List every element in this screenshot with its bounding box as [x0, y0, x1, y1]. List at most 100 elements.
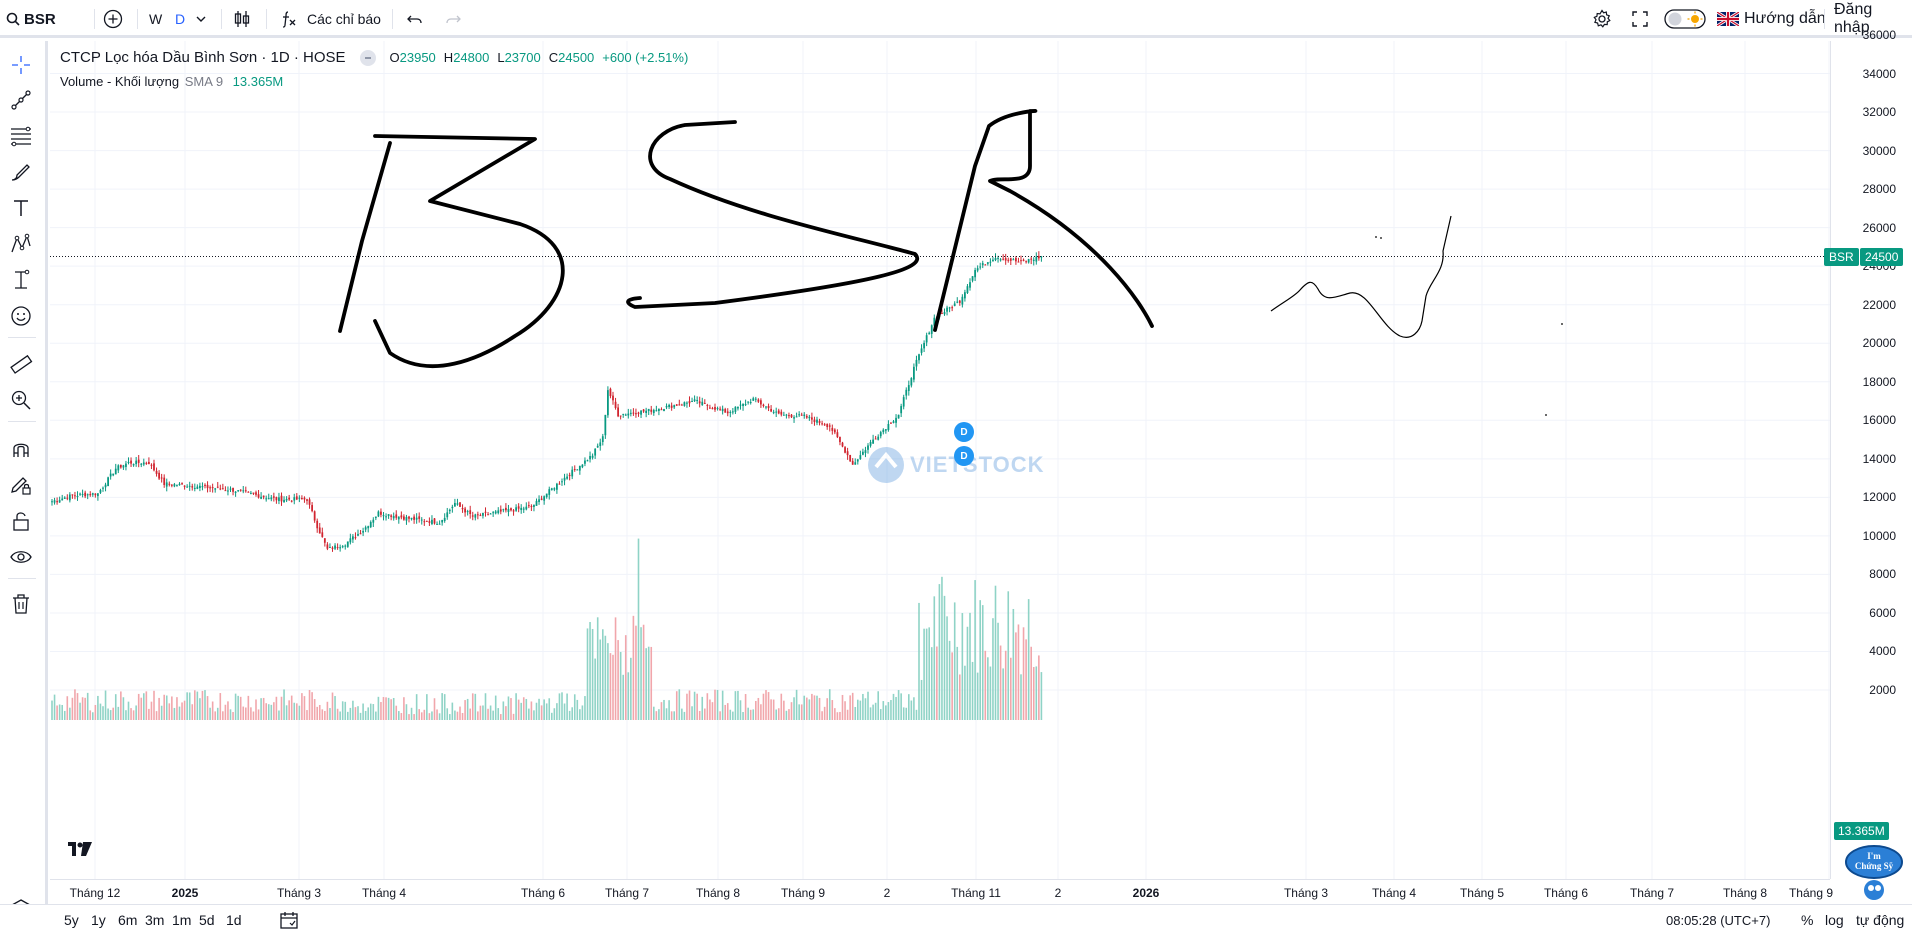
guide-button[interactable]: Hướng dẫn	[1717, 0, 1826, 38]
ruler-tool[interactable]	[8, 351, 34, 377]
remove-drawings-tool[interactable]	[8, 591, 34, 617]
candle-body	[831, 427, 834, 431]
x-tick-label: Tháng 3	[276, 886, 322, 900]
left-drawing-toolbar	[0, 41, 48, 934]
volume-bar	[99, 703, 102, 720]
volume-bar	[155, 711, 158, 720]
volume-bar	[528, 708, 530, 720]
interval-weekly[interactable]: W	[149, 11, 163, 27]
candle-body	[719, 408, 721, 410]
volume-bar	[415, 694, 418, 720]
candle-body	[828, 425, 831, 427]
log-toggle[interactable]: log	[1825, 912, 1844, 928]
legend-collapse-icon[interactable]	[359, 49, 376, 66]
candle-body	[51, 501, 53, 503]
volume-bar	[655, 711, 658, 720]
dividend-badge[interactable]: D	[954, 422, 974, 442]
candle-body	[670, 405, 673, 408]
fib-tool[interactable]	[8, 123, 34, 149]
range-1y[interactable]: 1y	[91, 912, 106, 928]
candle-body	[726, 411, 729, 414]
candle-body	[757, 399, 760, 402]
volume-bar	[446, 708, 449, 720]
time-axis[interactable]: Tháng 12 2025 Tháng 3 Tháng 4 Tháng 6 Tháng 7…	[50, 879, 1833, 903]
candle-body	[489, 513, 492, 515]
measure-tool[interactable]	[8, 267, 34, 293]
date-range-button[interactable]	[279, 905, 299, 934]
candle-body	[125, 463, 127, 467]
candle-body	[61, 498, 64, 501]
range-1d[interactable]: 1d	[226, 912, 242, 928]
volume-bar	[821, 711, 823, 720]
magnet-tool[interactable]	[8, 436, 34, 462]
interval-daily[interactable]: D	[175, 11, 186, 27]
eye-icon	[10, 551, 32, 563]
candle-body	[737, 406, 739, 409]
tradingview-logo[interactable]	[66, 838, 94, 860]
login-button[interactable]: Đăng nhập	[1834, 1, 1873, 36]
candle-body	[252, 492, 255, 494]
lock-drawing-tool[interactable]	[8, 472, 34, 498]
candle-body	[415, 517, 418, 520]
candle-body	[540, 498, 543, 500]
fullscreen-button[interactable]	[1630, 0, 1650, 38]
trendline-tool[interactable]	[8, 87, 34, 113]
chart-type-button[interactable]	[232, 0, 252, 38]
volume-bar	[140, 697, 143, 720]
indicators-button[interactable]: Các chỉ báo	[279, 0, 381, 38]
range-3m[interactable]: 3m	[145, 912, 165, 928]
clock-time[interactable]: 08:05:28 (UTC+7)	[1666, 912, 1771, 928]
candle-body	[109, 473, 112, 477]
candle-body	[206, 484, 209, 489]
x-tick-label: Tháng 4	[361, 886, 407, 900]
pattern-tool[interactable]	[8, 231, 34, 257]
candle-body	[846, 451, 849, 456]
hide-drawings-tool[interactable]	[8, 544, 34, 570]
lock-all-tool[interactable]	[8, 508, 34, 534]
candle-body	[731, 411, 734, 413]
volume-bar	[316, 706, 318, 720]
range-5y[interactable]: 5y	[64, 912, 79, 928]
zoom-tool[interactable]	[8, 387, 34, 413]
volume-bar	[826, 698, 828, 720]
mascot-badge[interactable]: I'm Chứng Sỹ	[1844, 842, 1906, 902]
price-chart[interactable]: VIETSTOCK	[50, 41, 1830, 879]
candle-body	[237, 490, 240, 492]
volume-bar	[1017, 624, 1020, 720]
candle-body	[561, 481, 563, 483]
volume-bar	[709, 699, 711, 720]
volume-bar	[443, 694, 446, 720]
undo-button[interactable]	[406, 0, 424, 38]
auto-scale-toggle[interactable]: tự động	[1856, 912, 1905, 928]
volume-bar	[714, 689, 716, 720]
candle-body	[752, 398, 755, 401]
x-tick-label: Tháng 6	[520, 886, 566, 900]
interval-dropdown[interactable]	[195, 0, 207, 38]
candle-body	[364, 527, 367, 530]
crosshair-tool[interactable]	[8, 52, 34, 78]
candle-body	[930, 325, 933, 334]
candle-body	[487, 514, 489, 516]
candle-body	[953, 303, 956, 306]
compare-add-button[interactable]	[103, 0, 123, 38]
range-6m[interactable]: 6m	[118, 912, 138, 928]
text-tool[interactable]	[8, 195, 34, 221]
redo-button[interactable]	[444, 0, 462, 38]
price-axis[interactable]: 36000 34000 32000 30000 28000 26000 24000 22000…	[1830, 28, 1912, 879]
brush-tool[interactable]	[8, 159, 34, 185]
volume-label[interactable]: Volume - Khối lượng	[60, 74, 180, 89]
symbol-search[interactable]: BSR	[6, 0, 56, 38]
volume-bar	[785, 710, 788, 720]
candle-body	[877, 436, 880, 440]
volume-bar	[339, 711, 341, 720]
symbol-title[interactable]: CTCP Lọc hóa Dầu Bình Sơn · 1D · HOSE	[60, 49, 346, 66]
icon-tool[interactable]	[8, 303, 34, 329]
percent-toggle[interactable]: %	[1801, 912, 1814, 928]
candle-body	[767, 406, 770, 409]
theme-toggle[interactable]	[1664, 0, 1706, 38]
dividend-badge[interactable]: D	[954, 446, 974, 466]
candle-body	[466, 511, 469, 513]
settings-button[interactable]	[1592, 0, 1612, 38]
range-5d[interactable]: 5d	[199, 912, 215, 928]
range-1m[interactable]: 1m	[172, 912, 192, 928]
